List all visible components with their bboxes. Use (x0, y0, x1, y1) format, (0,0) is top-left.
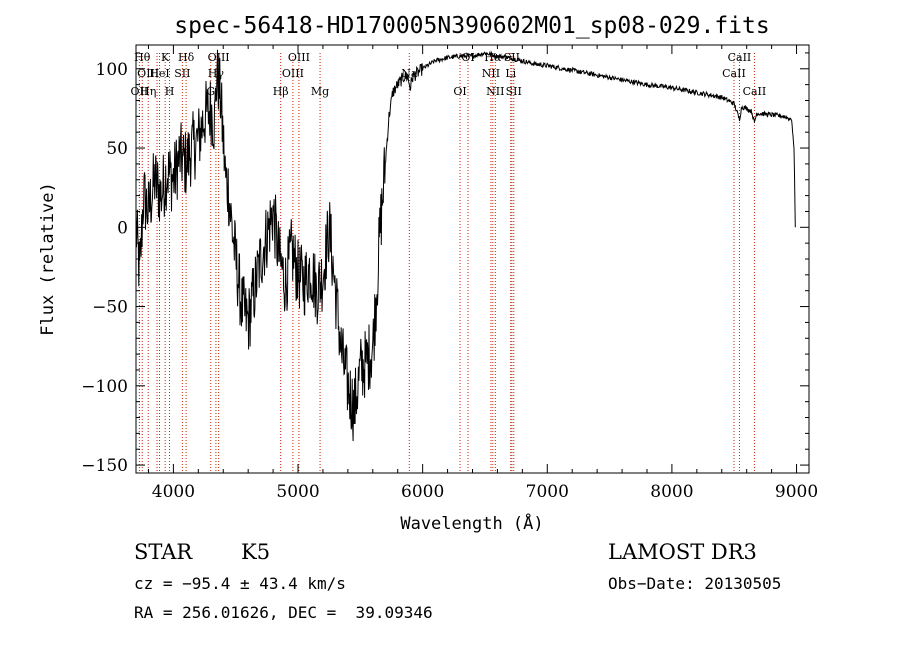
line-label: OIII (282, 67, 304, 80)
spectrum-series-line (135, 49, 796, 442)
y-axis-label: Flux (relative) (38, 182, 58, 336)
line-label: SII (506, 85, 522, 98)
line-label: OII (131, 85, 149, 98)
redshift-velocity: cz = −95.4 ± 43.4 km/s (134, 574, 346, 593)
line-label: OIII (137, 67, 159, 80)
line-label: K (161, 51, 170, 64)
y-tick-label: 0 (117, 218, 128, 238)
observation-date: Obs−Date: 20130505 (608, 574, 782, 593)
line-label: SII (504, 51, 520, 64)
y-tick-label: −100 (81, 377, 128, 397)
y-tick-label: −50 (92, 298, 128, 318)
emission-line-markers (138, 53, 755, 473)
emission-line-labels: OIIHθOIIIHηHeIKHSIIHδGHγOIIIHβOIIIOIIIMg… (131, 51, 767, 98)
line-label: SII (174, 67, 190, 80)
y-axis-ticks: −150 −100 −50 0 50 100 (81, 52, 809, 476)
line-label: Hγ (208, 67, 225, 80)
object-subclass: K5 (241, 540, 271, 564)
line-label: Hη (140, 85, 156, 98)
line-label: H (165, 85, 175, 98)
line-label: Hδ (178, 51, 195, 64)
survey-name: LAMOST DR3 (608, 540, 757, 564)
x-tick-label: 4000 (152, 482, 195, 502)
x-axis-label: Wavelength (Å) (400, 512, 543, 534)
x-tick-label: 8000 (650, 482, 693, 502)
object-class: STAR (134, 540, 193, 564)
line-label: CaII (722, 67, 746, 80)
line-label: OIII (288, 51, 310, 64)
y-tick-label: −150 (81, 456, 128, 476)
x-tick-label: 6000 (401, 482, 444, 502)
x-tick-label: 9000 (775, 482, 818, 502)
x-tick-label: 5000 (276, 482, 319, 502)
line-label: NII (486, 85, 504, 98)
chart-title: spec-56418-HD170005N390602M01_sp08-029.f… (174, 13, 769, 39)
y-tick-label: 100 (96, 60, 128, 80)
x-tick-label: 7000 (526, 482, 569, 502)
line-label: CaII (743, 85, 767, 98)
line-label: CaII (728, 51, 752, 64)
y-tick-label: 50 (106, 139, 128, 159)
line-label: HeI (149, 67, 169, 80)
line-label: Li (505, 67, 516, 80)
line-label: Mg (311, 85, 329, 98)
line-label: Hθ (134, 51, 151, 64)
sky-coordinates: RA = 256.01626, DEC = 39.09346 (134, 603, 433, 622)
line-label: OI (453, 85, 466, 98)
line-label: NII (482, 67, 500, 80)
line-label: Hβ (273, 85, 289, 98)
x-axis-ticks: 4000 5000 6000 7000 8000 9000 (147, 45, 818, 502)
line-label: OI (461, 51, 474, 64)
